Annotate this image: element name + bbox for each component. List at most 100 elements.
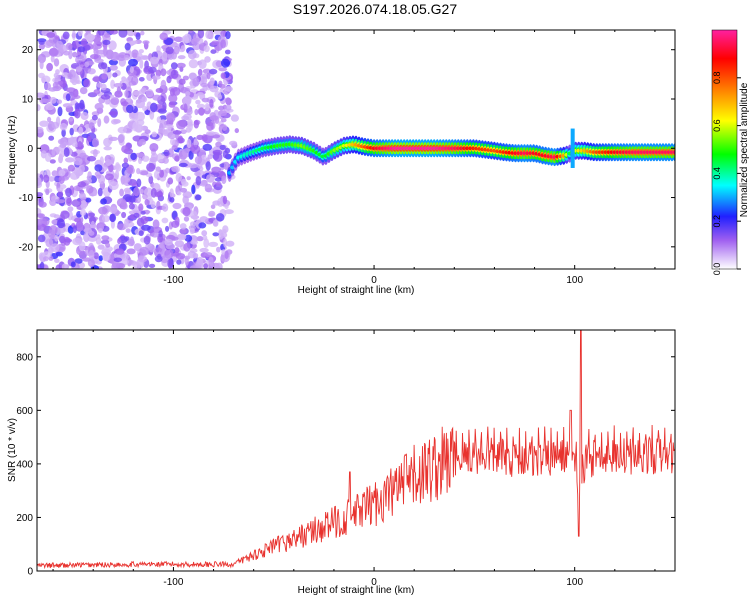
noise-blob (182, 95, 192, 106)
noise-blob (185, 91, 191, 97)
noise-blob (84, 61, 90, 68)
noise-blob (136, 217, 145, 227)
noise-blob (184, 257, 189, 266)
noise-blob (55, 40, 64, 51)
noise-blob (79, 87, 88, 95)
noise-blob (202, 235, 208, 241)
noise-blob (126, 166, 134, 174)
noise-blob (127, 259, 134, 265)
noise-blob (186, 138, 192, 149)
noise-blob (196, 134, 204, 140)
noise-blob (138, 138, 146, 146)
noise-blob (187, 118, 193, 126)
noise-blob (222, 195, 228, 205)
y-tick-label: 600 (16, 406, 33, 417)
noise-blob (68, 117, 74, 122)
noise-blob (123, 187, 132, 193)
noise-blob (150, 188, 157, 198)
noise-blob (142, 155, 150, 162)
noise-blob (208, 256, 214, 266)
noise-blob (178, 78, 186, 85)
noise-blob (205, 161, 211, 171)
noise-blob (54, 258, 60, 263)
noise-blob (218, 67, 228, 72)
noise-blob (153, 170, 160, 179)
noise-blob (220, 118, 227, 123)
noise-blob (65, 87, 76, 93)
noise-blob (79, 164, 85, 173)
noise-blob (155, 88, 164, 93)
noise-blob (39, 60, 44, 70)
noise-blob (128, 58, 138, 67)
noise-blob (56, 99, 63, 105)
noise-blob (210, 49, 217, 54)
noise-blob (197, 68, 203, 76)
noise-blob (108, 40, 117, 51)
noise-blob (102, 215, 110, 223)
noise-blob (100, 62, 108, 70)
noise-blob (225, 104, 232, 111)
noise-blob (183, 103, 188, 113)
noise-blob (72, 225, 77, 233)
noise-blob (177, 135, 184, 144)
noise-blob (138, 49, 144, 54)
noise-blob (167, 258, 173, 269)
noise-blob (143, 67, 149, 73)
noise-blob (41, 75, 51, 84)
y-tick-label: 0 (27, 144, 33, 155)
noise-blob (94, 102, 104, 111)
noise-blob (186, 176, 191, 181)
noise-blob (134, 124, 144, 133)
noise-blob (38, 201, 47, 208)
noise-blob (151, 131, 157, 138)
noise-blob (176, 120, 187, 130)
noise-blob (46, 32, 56, 38)
noise-blob (150, 102, 158, 113)
noise-blob (165, 167, 170, 174)
noise-blob (136, 56, 142, 61)
noise-blob (179, 228, 187, 234)
noise-blob (201, 230, 208, 237)
y-tick-label: -10 (19, 193, 34, 204)
noise-blob (190, 144, 201, 154)
noise-blob (141, 96, 147, 103)
noise-blob (160, 68, 167, 77)
noise-blob (126, 104, 134, 114)
noise-blob (174, 36, 184, 43)
noise-blob (134, 152, 145, 158)
noise-blob (93, 190, 98, 196)
noise-blob (174, 240, 185, 248)
noise-blob (38, 43, 46, 50)
colorbar-tick-label: 0.0 (712, 263, 722, 276)
noise-blob (218, 229, 223, 236)
noise-blob (37, 104, 41, 112)
noise-blob (162, 157, 169, 164)
noise-blob (42, 251, 52, 258)
noise-blob (97, 30, 105, 36)
noise-blob (188, 59, 199, 69)
noise-blob (93, 149, 98, 158)
x-tick-label: -100 (163, 275, 183, 286)
noise-blob (203, 45, 210, 53)
noise-blob (65, 187, 72, 197)
noise-blob (105, 242, 111, 248)
noise-blob (117, 134, 125, 144)
noise-blob (108, 181, 119, 191)
noise-blob (143, 235, 151, 245)
noise-blob (80, 209, 86, 216)
noise-blob (135, 32, 141, 41)
noise-blob (190, 221, 197, 227)
noise-blob (129, 66, 134, 74)
noise-blob (188, 30, 194, 33)
noise-blob (155, 69, 162, 77)
noise-blob (169, 188, 174, 198)
noise-blob (165, 225, 170, 232)
noise-blob (49, 159, 56, 164)
noise-blob (39, 261, 45, 269)
noise-blob (230, 114, 239, 122)
noise-blob (203, 238, 210, 249)
noise-blob (224, 204, 229, 209)
x-tick-label: -100 (163, 577, 183, 588)
noise-blob (181, 115, 190, 121)
noise-blob (109, 213, 117, 223)
